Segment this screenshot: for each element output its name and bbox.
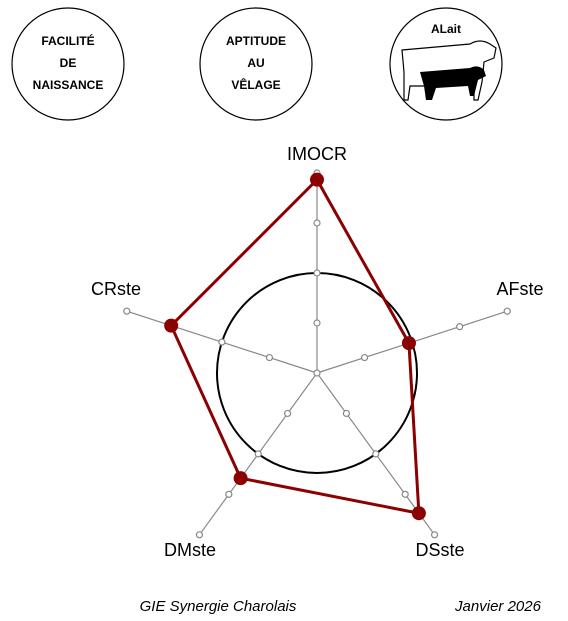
badge-circle (11, 7, 125, 121)
data-point (411, 506, 426, 521)
badge-text: ALait (431, 22, 461, 36)
category-label: DMste (164, 540, 216, 560)
data-point (310, 172, 324, 187)
footer-left: GIE Synergie Charolais (140, 598, 297, 615)
badge-text: FACILITÉ (41, 33, 94, 48)
tick-mark (284, 409, 292, 418)
badge-text: AU (247, 56, 264, 70)
category-label: CRste (91, 279, 141, 299)
footer-right: Janvier 2026 (454, 598, 542, 615)
tick-mark (225, 490, 233, 498)
tick-mark (401, 490, 409, 498)
badge-circle (199, 7, 313, 121)
tick-mark (372, 450, 380, 458)
tick-mark (313, 319, 321, 327)
tick-mark (265, 353, 274, 362)
data-point (164, 318, 179, 333)
tick-mark (254, 450, 262, 458)
tick-mark (503, 307, 511, 315)
tick-mark (218, 338, 226, 346)
tick-mark (430, 531, 439, 539)
tick-mark (123, 307, 131, 315)
tick-mark (342, 409, 350, 418)
category-label: DSste (415, 540, 464, 560)
tick-mark (195, 531, 204, 539)
category-label: IMOCR (287, 144, 347, 164)
data-point (401, 336, 416, 351)
tick-mark (456, 323, 464, 331)
tick-mark (360, 353, 369, 362)
badge-text: APTITUDE (226, 34, 286, 48)
category-label: AFste (496, 279, 543, 299)
data-polygon (169, 177, 421, 516)
badges (11, 7, 503, 121)
badge-circle (389, 7, 503, 121)
tick-mark (313, 219, 321, 227)
axis-center (313, 369, 321, 377)
badge-text: NAISSANCE (33, 78, 104, 92)
badge-text: VÊLAGE (231, 77, 280, 92)
data-point (233, 471, 248, 486)
tick-mark (313, 269, 321, 277)
cow-icon (401, 40, 497, 101)
badge-text: DE (60, 56, 77, 70)
